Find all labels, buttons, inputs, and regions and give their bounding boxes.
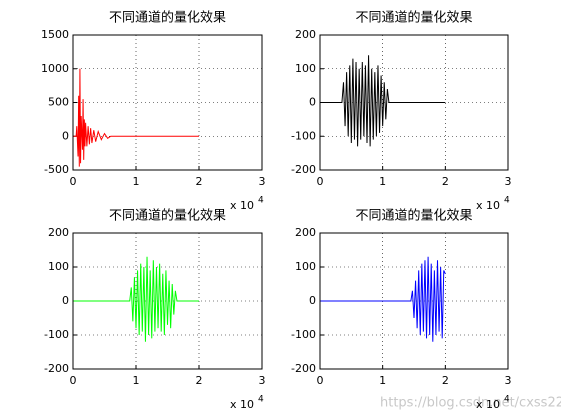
x-exponent-base: x 10 [476, 199, 500, 212]
y-tick-label: 100 [295, 260, 316, 273]
signal-line [73, 68, 199, 167]
y-tick-label: -200 [291, 362, 316, 375]
y-tick-label: 0 [62, 129, 69, 142]
y-tick-label: -500 [44, 163, 69, 176]
signal-line [320, 256, 446, 342]
y-tick-label: -200 [291, 163, 316, 176]
x-tick-label: 0 [70, 175, 77, 188]
axes-box [319, 232, 509, 370]
y-tick-label: 0 [309, 96, 316, 109]
y-tick-label: -200 [44, 362, 69, 375]
axes-background [73, 35, 262, 170]
x-exponent: 4 [258, 395, 264, 405]
signal-line [320, 55, 446, 147]
y-tick-label: 500 [48, 96, 69, 109]
x-exponent-base: x 10 [230, 199, 254, 212]
x-tick-label: 0 [317, 374, 324, 387]
x-tick-label: 3 [259, 374, 266, 387]
x-tick-label: 2 [442, 175, 449, 188]
x-tick-label: 1 [379, 374, 386, 387]
x-tick-label: 2 [196, 175, 203, 188]
y-tick-label: 0 [309, 294, 316, 307]
axes-box [319, 34, 509, 171]
x-tick-label: 1 [133, 175, 140, 188]
axes-box [72, 232, 263, 370]
x-tick-label: 1 [379, 175, 386, 188]
y-tick-label: -100 [291, 328, 316, 341]
x-tick-label: 3 [505, 374, 512, 387]
x-tick-label: 3 [505, 175, 512, 188]
signal-line [73, 256, 199, 342]
y-tick-label: 200 [295, 226, 316, 239]
y-tick-label: 200 [295, 28, 316, 41]
x-exponent: 4 [504, 196, 510, 206]
y-tick-label: 1500 [41, 28, 69, 41]
y-tick-label: 100 [48, 260, 69, 273]
y-tick-label: 100 [295, 62, 316, 75]
y-tick-label: -100 [291, 129, 316, 142]
x-tick-label: 1 [133, 374, 140, 387]
x-tick-label: 2 [442, 374, 449, 387]
y-tick-label: -100 [44, 328, 69, 341]
x-tick-label: 0 [317, 175, 324, 188]
watermark: https://blog.csdn.net/cxss22 [380, 396, 561, 411]
x-exponent: 4 [258, 196, 264, 206]
axes-box [72, 34, 263, 171]
x-tick-label: 3 [259, 175, 266, 188]
y-tick-label: 0 [62, 294, 69, 307]
x-exponent-base: x 10 [230, 398, 254, 411]
x-exponent-base: x 10 [476, 398, 500, 411]
chart-title: 不同通道的量化效果 [109, 10, 226, 26]
y-tick-label: 1000 [41, 62, 69, 75]
chart-title: 不同通道的量化效果 [355, 10, 472, 26]
x-tick-label: 2 [196, 374, 203, 387]
x-tick-label: 0 [70, 374, 77, 387]
y-tick-label: 200 [48, 226, 69, 239]
x-exponent: 4 [504, 395, 510, 405]
chart-title: 不同通道的量化效果 [355, 208, 472, 224]
chart-title: 不同通道的量化效果 [109, 208, 226, 224]
